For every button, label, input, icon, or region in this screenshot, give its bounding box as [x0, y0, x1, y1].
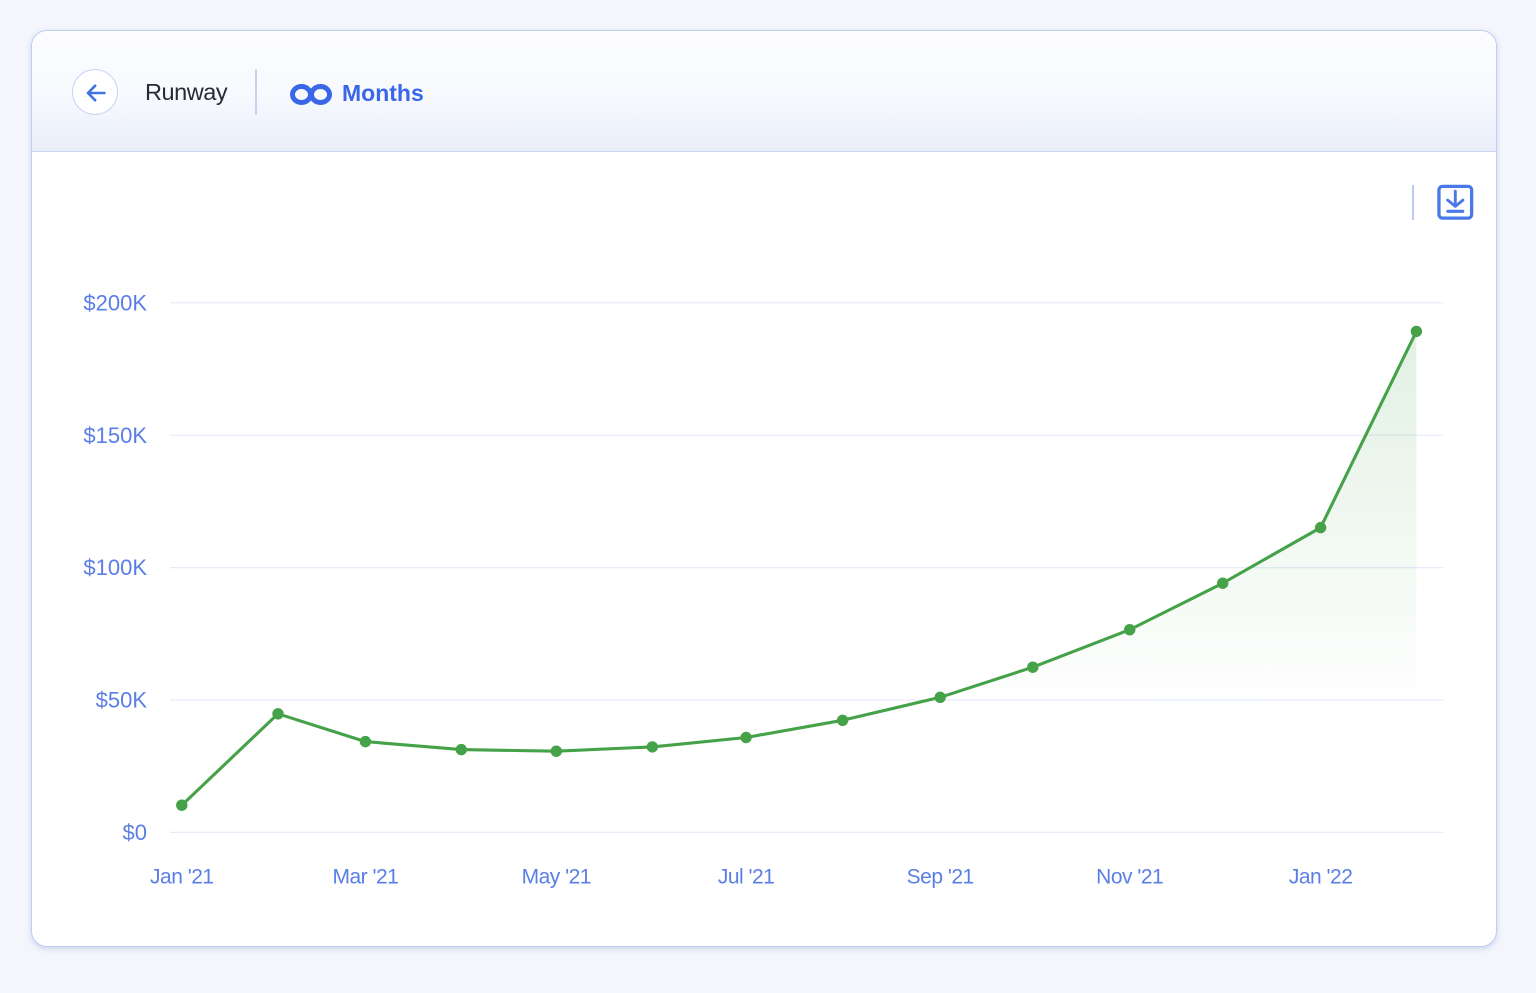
svg-text:Jul '21: Jul '21 — [718, 866, 775, 889]
svg-text:Sep '21: Sep '21 — [907, 866, 974, 889]
svg-text:Jan '22: Jan '22 — [1289, 866, 1353, 889]
svg-text:Mar '21: Mar '21 — [332, 866, 398, 889]
svg-text:Jan '21: Jan '21 — [150, 866, 214, 889]
svg-text:$50K: $50K — [96, 688, 148, 713]
svg-text:$150K: $150K — [83, 423, 147, 448]
svg-text:$200K: $200K — [83, 290, 147, 315]
svg-text:$100K: $100K — [83, 555, 147, 580]
svg-text:$0: $0 — [123, 820, 147, 845]
svg-text:May '21: May '21 — [522, 866, 591, 889]
svg-text:Nov '21: Nov '21 — [1096, 866, 1163, 889]
